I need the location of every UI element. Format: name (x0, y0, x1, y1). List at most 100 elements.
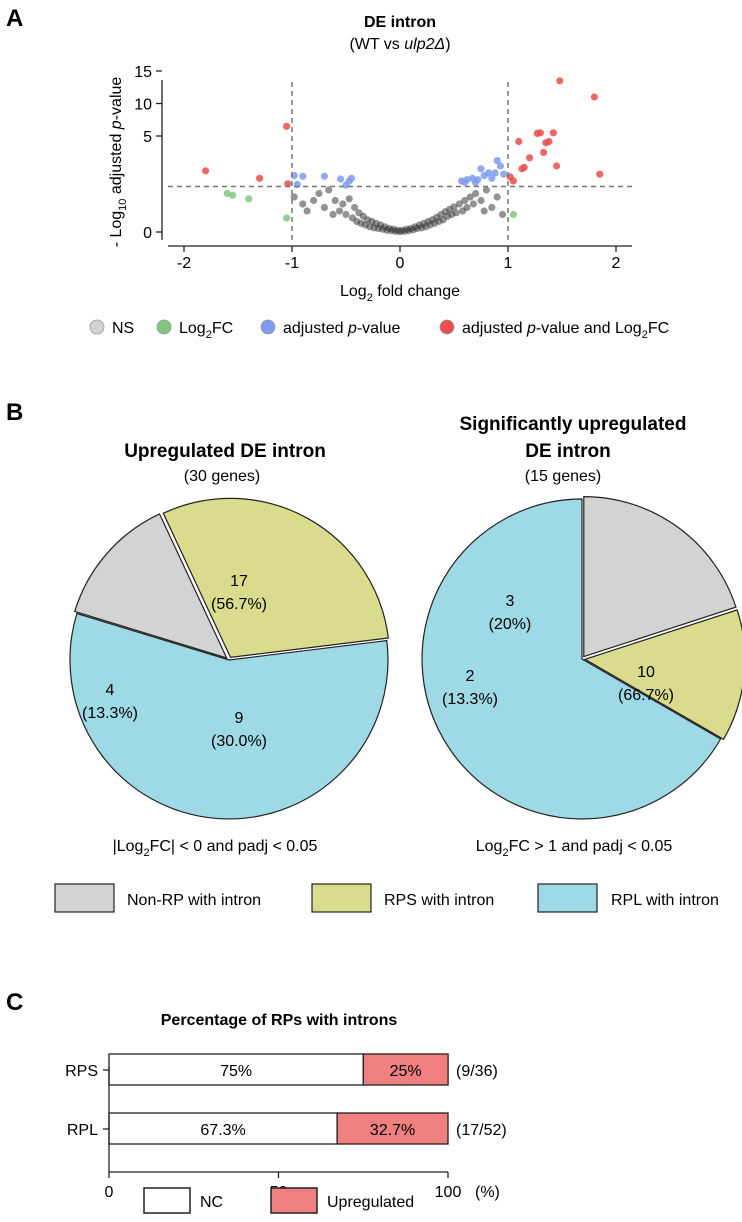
volcano-point (450, 203, 458, 211)
volcano-point (482, 186, 490, 194)
panel-label-b: B (6, 399, 23, 426)
legend-marker-ns (89, 319, 105, 335)
bar-segment-label: 75% (220, 1063, 252, 1080)
volcano-point (485, 169, 493, 177)
volcano-point (463, 203, 471, 212)
volcano-point (351, 203, 359, 212)
volcano-point (331, 196, 339, 205)
pie-chart-upregulated: Upregulated DE intron (30 genes) 17 (56.7… (69, 441, 389, 859)
volcano-title: DE intron (364, 14, 436, 31)
pie1-caption: |Log2FC| < 0 and padj < 0.05 (113, 838, 318, 859)
bar-segment-label: 67.3% (200, 1122, 245, 1139)
bar-segment-upregulated (336, 1112, 449, 1145)
volcano-point (223, 189, 231, 198)
volcano-y-tick-label: 15 (134, 64, 152, 81)
bar-legend-swatch-nc (143, 1187, 191, 1214)
bar-legend-label-upregulated: Upregulated (327, 1194, 414, 1211)
volcano-y-label: - Log10 adjusted p-value (108, 77, 129, 248)
bar-count-label: (9/36) (456, 1063, 498, 1080)
volcano-point (469, 200, 477, 208)
volcano-point (339, 200, 347, 208)
volcano-point (496, 162, 504, 170)
bar-segment-upregulated (362, 1053, 449, 1086)
volcano-point (499, 210, 507, 219)
bar-segment-label: 32.7% (370, 1122, 415, 1139)
pie2-title-line2: DE intron (525, 441, 611, 462)
bar-segment-nc (108, 1053, 364, 1086)
volcano-point (549, 129, 558, 137)
volcano-point (320, 203, 328, 212)
pie-slice-non_rp (583, 495, 737, 658)
bar-count-label: (17/52) (456, 1122, 507, 1139)
volcano-point (299, 200, 307, 208)
volcano-point (455, 200, 463, 208)
volcano-point (520, 163, 528, 171)
volcano-point (329, 210, 337, 219)
legend-marker-both (439, 319, 455, 335)
bar-title: Percentage of RPs with introns (161, 1012, 398, 1029)
volcano-point (299, 172, 307, 180)
bar-category-label: RPS (65, 1063, 98, 1080)
pie2-title-line1: Significantly upregulated (460, 414, 687, 435)
pie-legend-swatch-non_rp (54, 883, 115, 913)
volcano-point (472, 189, 480, 198)
volcano-point (477, 196, 485, 205)
volcano-point (283, 122, 291, 130)
pie-slice-count: 10 (637, 664, 655, 681)
volcano-point (590, 93, 599, 101)
pie-slice-percent: (13.3%) (442, 691, 498, 708)
volcano-subtitle: (WT vs ulp2Δ) (349, 36, 450, 53)
pie-legend-label-rpl: RPL with intron (611, 892, 719, 909)
volcano-point (556, 77, 564, 85)
volcano-point (466, 193, 474, 201)
bar-axis-unit: (%) (475, 1184, 500, 1201)
pie-slice-rpl (421, 498, 722, 820)
pie-slice-count: 4 (106, 682, 115, 699)
pie-legend-label-non_rp: Non-RP with intron (127, 892, 261, 909)
panel-label-c: C (6, 989, 23, 1016)
pie-slice-rpl (69, 612, 389, 820)
volcano-point (283, 214, 291, 222)
legend-label-log2fc: Log2FC (179, 320, 233, 341)
volcano-point (325, 186, 333, 194)
volcano-x-label: Log2 fold change (340, 283, 460, 304)
volcano-point (477, 165, 485, 173)
pie2-slices: 3 (20%) 2 (13.3%) 10 (66.7%) (421, 495, 742, 820)
volcano-point (335, 207, 344, 215)
volcano-x-tick-label: -2 (177, 255, 191, 272)
volcano-point (526, 154, 534, 162)
volcano-point (245, 195, 253, 203)
legend-marker-log2fc (156, 319, 172, 335)
pie-slice-percent: (13.3%) (82, 705, 138, 722)
pie1-slices: 17 (56.7%) 4 (13.3%) 9 (30.0%) (69, 497, 389, 820)
pie-legend: Non-RP with intron RPS with intron RPL wit… (54, 883, 719, 913)
pie-slice-rps (583, 609, 742, 741)
volcano-point (509, 177, 517, 185)
volcano-point (337, 175, 345, 183)
volcano-x-tick-label: 2 (612, 255, 621, 272)
pie-legend-swatch-rps (311, 883, 372, 913)
volcano-point (229, 191, 237, 199)
legend-marker-padj (260, 319, 276, 335)
pie-slice-percent: (56.7%) (211, 596, 267, 613)
volcano-y-tick-label: 0 (143, 225, 152, 242)
bar-x-tick-label: 0 (105, 1184, 114, 1201)
legend-label-ns: NS (112, 320, 134, 337)
pie-legend-swatch-rpl (537, 883, 598, 913)
volcano-legend: NS Log2FC adjusted p-value adjusted p-value… (89, 319, 669, 341)
volcano-point (553, 162, 561, 170)
volcano-point (461, 196, 469, 205)
volcano-point (480, 207, 488, 215)
volcano-point (256, 174, 264, 182)
volcano-points (202, 77, 604, 236)
volcano-point (310, 196, 318, 205)
volcano-point (347, 174, 355, 182)
volcano-point (515, 137, 523, 146)
bar-legend: NC Upregulated (143, 1187, 414, 1214)
pie-legend-label-rps: RPS with intron (384, 892, 494, 909)
bar-category-label: RPL (67, 1122, 98, 1139)
volcano-ticks: -2 -1 0 1 2 0 5 10 15 (134, 64, 620, 272)
volcano-point (596, 170, 604, 178)
pie-slice-rps (162, 497, 389, 659)
